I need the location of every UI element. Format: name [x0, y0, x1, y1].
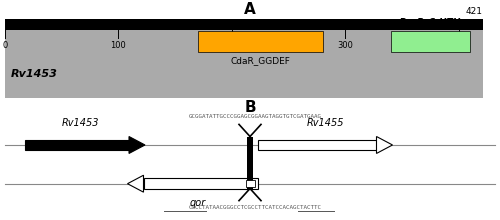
Text: A: A [244, 2, 256, 17]
Text: 421: 421 [466, 7, 482, 15]
Bar [144, 178, 258, 189]
Text: 100: 100 [110, 41, 126, 50]
Text: PucR_C-HTH: PucR_C-HTH [400, 18, 462, 27]
Bar [25, 139, 129, 150]
Bar [247, 136, 253, 189]
Text: Rv1455: Rv1455 [306, 118, 344, 128]
Text: 200: 200 [224, 41, 240, 50]
Text: 0: 0 [2, 41, 7, 50]
Text: GCGGATATTGCCCGGAGCGGAAGTAGGTGTCGATGAAG: GCGGATATTGCCCGGAGCGGAAGTAGGTGTCGATGAAG [188, 114, 322, 119]
Text: CGCCTATAACGGGCCTCGCCTTCATCCACAGCTACTTC: CGCCTATAACGGGCCTCGCCTTCATCCACAGCTACTTC [188, 205, 322, 210]
Text: CdaR_GGDEF: CdaR_GGDEF [230, 56, 290, 65]
Polygon shape [129, 136, 145, 153]
Polygon shape [128, 175, 144, 192]
Bar [5, 19, 482, 30]
Text: Rv1453: Rv1453 [61, 118, 98, 128]
Bar [390, 31, 470, 52]
Bar [258, 139, 376, 150]
Bar [5, 19, 482, 98]
Text: Rv1453: Rv1453 [10, 70, 58, 79]
Polygon shape [376, 136, 392, 153]
Text: B: B [244, 100, 256, 115]
Text: 400: 400 [451, 41, 466, 50]
Bar [198, 31, 322, 52]
Text: 300: 300 [338, 41, 353, 50]
Text: qor: qor [190, 198, 206, 208]
Bar [246, 180, 254, 187]
